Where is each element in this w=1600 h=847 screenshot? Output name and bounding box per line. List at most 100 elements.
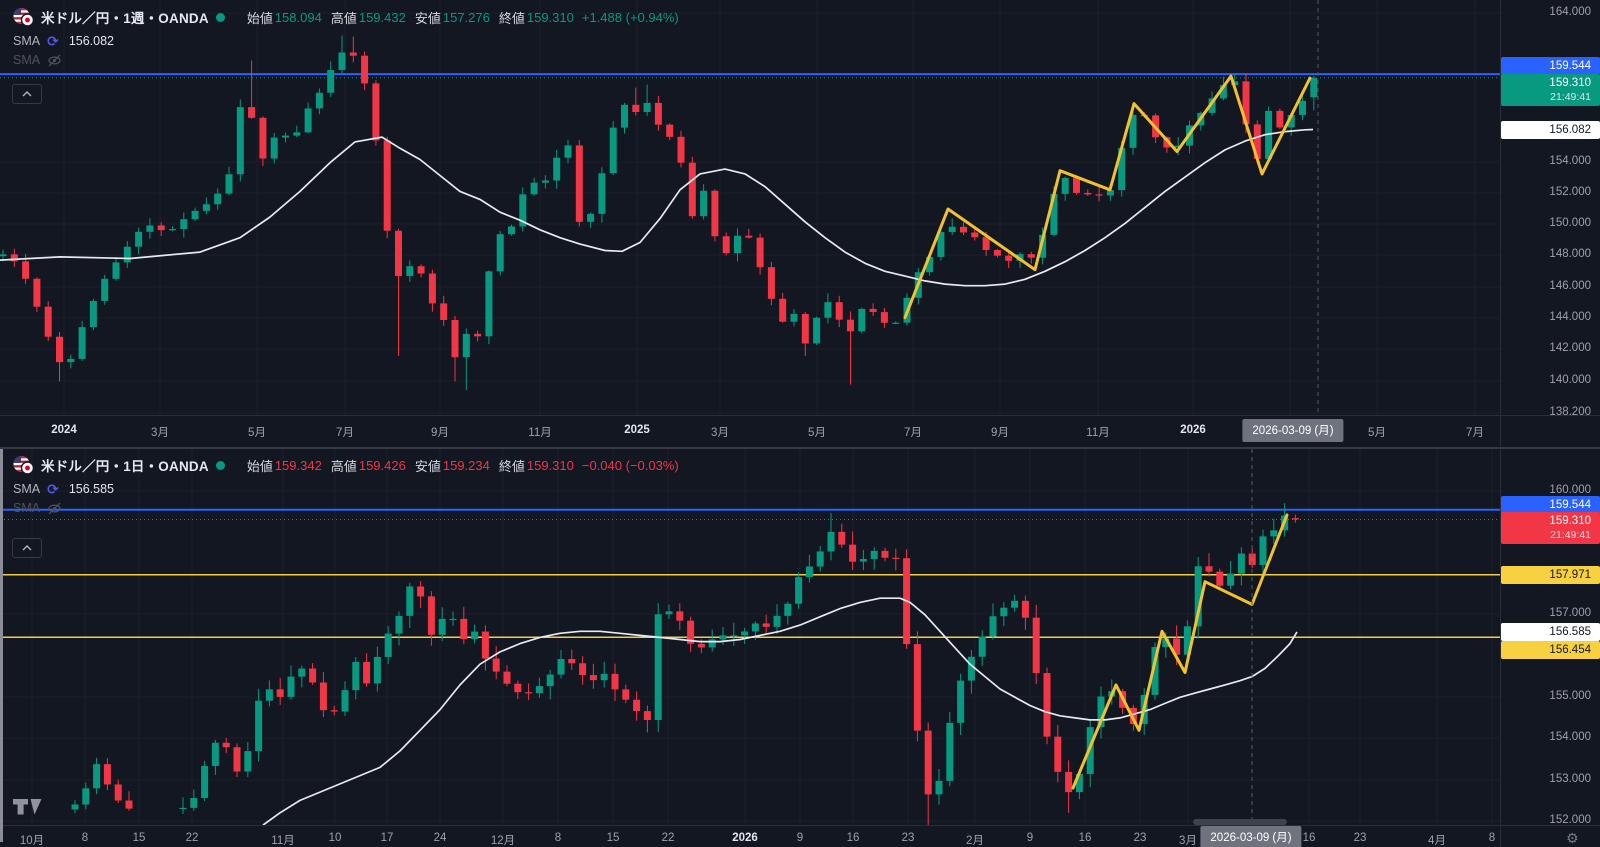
weekly-time-label: 5月 — [808, 427, 826, 439]
instrument-flag-icon — [13, 455, 34, 475]
weekly-time-label: 11月 — [1086, 427, 1110, 439]
sma-line — [262, 597, 1298, 825]
eye-hidden-icon[interactable] — [47, 54, 62, 67]
weekly-time-label: 5月 — [1368, 427, 1386, 439]
daily-time-label: 2026 — [732, 832, 758, 844]
weekly-price-tick: 148.000 — [1549, 248, 1591, 260]
daily-time-label: 10 — [328, 832, 342, 844]
daily-price-tick: 154.000 — [1549, 731, 1591, 743]
daily-time-label: 9 — [796, 832, 804, 844]
time-scrollbar-thumb[interactable] — [1193, 819, 1287, 825]
daily-price-tick: 153.000 — [1549, 773, 1591, 785]
weekly-time-label: 7月 — [336, 427, 354, 439]
weekly-price-tick: 140.000 — [1549, 374, 1591, 386]
daily-time-label: 16 — [1302, 832, 1316, 844]
weekly-time-axis-border — [0, 415, 1600, 416]
daily-time-label: 2月 — [966, 835, 984, 847]
daily-ohlc-values: 始値 159.342 高値 159.426 安値 159.234 終値 159.310 … — [246, 457, 679, 474]
instrument-flag-icon — [13, 7, 34, 27]
weekly-time-label: 11月 — [528, 427, 552, 439]
daily-time-label: 15 — [132, 832, 146, 844]
weekly-price-badge: 159.544 — [1501, 57, 1600, 75]
daily-price-badge: 157.971 — [1501, 566, 1600, 584]
daily-price-badge: 159.544 — [1501, 496, 1600, 514]
daily-legend: 米ドル／円・1日・OANDA 始値 159.342 高値 159.426 安値 159… — [13, 455, 679, 515]
sma-loading-icon: ⟳ — [47, 481, 59, 497]
daily-time-label: 16 — [1078, 832, 1092, 844]
sma-loading-icon: ⟳ — [47, 33, 59, 49]
weekly-time-label: 3月 — [151, 427, 169, 439]
weekly-ohlc-values: 始値 158.094 高値 159.432 安値 157.276 終値 159.310 … — [246, 9, 679, 26]
daily-time-label: 8 — [1488, 832, 1496, 844]
daily-time-label: 4月 — [1428, 835, 1446, 847]
weekly-price-tick: 152.000 — [1549, 186, 1591, 198]
daily-candles — [71, 503, 1299, 825]
weekly-time-label: 2026 — [1180, 424, 1206, 436]
eye-hidden-icon[interactable] — [47, 502, 62, 515]
weekly-change: +1.488 (+0.94%) — [581, 9, 679, 25]
daily-price-badge: 159.310 21:49:41 — [1501, 512, 1600, 544]
weekly-price-tick: 150.000 — [1549, 217, 1591, 229]
pane-divider[interactable] — [0, 447, 1600, 449]
weekly-collapse-button[interactable] — [12, 84, 42, 104]
daily-time-label: 24 — [433, 832, 447, 844]
daily-time-label: 17 — [380, 832, 394, 844]
daily-time-label: 8 — [81, 832, 89, 844]
daily-price-tick: 160.000 — [1549, 484, 1591, 496]
daily-time-label: 12月 — [490, 835, 516, 847]
market-status-dot — [215, 460, 225, 470]
daily-symbol-title[interactable]: 米ドル／円・1日・OANDA — [41, 459, 209, 474]
weekly-time-label: 7月 — [904, 427, 922, 439]
daily-sma2-row[interactable]: SMA — [13, 501, 679, 515]
weekly-price-tick: 138.200 — [1549, 406, 1591, 418]
weekly-time-label: 7月 — [1466, 427, 1484, 439]
daily-price-tick: 157.000 — [1549, 607, 1591, 619]
daily-time-label: 15 — [606, 832, 620, 844]
weekly-candlestick-plot[interactable] — [0, 0, 1500, 415]
daily-time-label: 16 — [846, 832, 860, 844]
weekly-price-badge: 159.310 21:49:41 — [1501, 74, 1600, 106]
daily-price-badge: 156.585 — [1501, 623, 1600, 641]
daily-time-label: 9 — [1026, 832, 1034, 844]
weekly-sma2-row[interactable]: SMA — [13, 53, 679, 67]
daily-time-label: 8 — [554, 832, 562, 844]
daily-price-tick: 152.000 — [1549, 814, 1591, 826]
zigzag-line — [903, 74, 1312, 320]
daily-time-label: 22 — [661, 832, 675, 844]
weekly-candles — [0, 35, 1318, 391]
active-pane-edge — [0, 449, 3, 842]
weekly-time-label: 5月 — [248, 427, 266, 439]
weekly-price-badge: 156.082 — [1501, 121, 1600, 139]
settings-gear-icon[interactable]: ⚙ — [1566, 830, 1579, 846]
weekly-time-label: 9月 — [991, 427, 1009, 439]
daily-time-label: 11月 — [271, 835, 295, 847]
weekly-symbol-title[interactable]: 米ドル／円・1週・OANDA — [41, 11, 209, 26]
weekly-price-tick: 142.000 — [1549, 342, 1591, 354]
weekly-legend: 米ドル／円・1週・OANDA 始値 158.094 高値 159.432 安値 157… — [13, 7, 679, 67]
weekly-price-tick: 164.000 — [1549, 6, 1591, 18]
price-axis-border — [1500, 0, 1501, 847]
weekly-time-label: 2025 — [624, 424, 650, 436]
weekly-price-tick: 154.000 — [1549, 155, 1591, 167]
daily-time-label: 23 — [1133, 832, 1147, 844]
daily-time-label: 3月 — [1179, 835, 1197, 847]
weekly-sma-row[interactable]: SMA ⟳ 156.082 — [13, 33, 115, 49]
daily-price-badge: 156.454 — [1501, 641, 1600, 659]
daily-time-label: 23 — [1353, 832, 1367, 844]
tradingview-logo[interactable] — [13, 795, 43, 823]
sma-line — [0, 128, 1314, 287]
daily-price-tick: 155.000 — [1549, 690, 1591, 702]
weekly-price-tick: 144.000 — [1549, 311, 1591, 323]
weekly-crosshair-date-badge: 2026-03-09 (月) — [1242, 419, 1344, 442]
daily-time-label: 10月 — [19, 835, 45, 847]
weekly-time-label: 3月 — [711, 427, 729, 439]
daily-crosshair-date-badge: 2026-03-09 (月) — [1200, 826, 1302, 847]
daily-time-axis-border — [0, 825, 1600, 826]
daily-sma-row[interactable]: SMA ⟳ 156.585 — [13, 481, 115, 497]
weekly-time-label: 9月 — [431, 427, 449, 439]
weekly-price-tick: 146.000 — [1549, 280, 1591, 292]
zigzag-line — [1071, 513, 1289, 790]
daily-collapse-button[interactable] — [12, 538, 42, 558]
daily-change: −0.040 (−0.03%) — [581, 457, 679, 473]
